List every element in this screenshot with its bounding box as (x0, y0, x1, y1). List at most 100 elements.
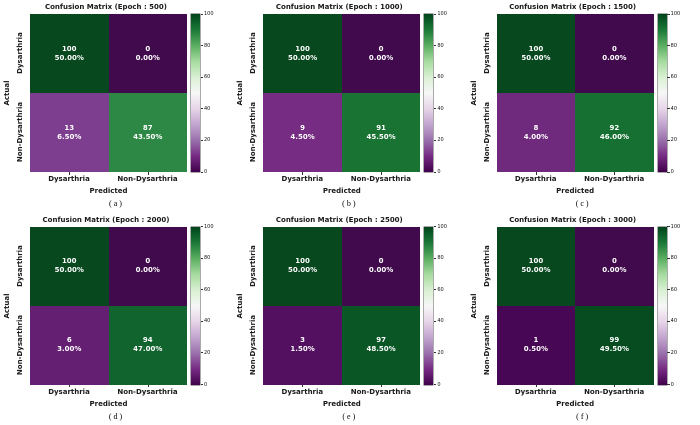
cell-percent: 50.00% (288, 53, 318, 62)
heatmap-cell-tn: 87 43.50% (108, 93, 187, 172)
confusion-matrix-heatmap: 100 50.00% 0 0.00% 3 1.50% 97 48.50% (263, 226, 421, 385)
cell-percent: 50.00% (521, 266, 551, 274)
colorbar-tick-label: 100 (200, 11, 214, 17)
colorbar (424, 14, 434, 172)
plot-title: Confusion Matrix (Epoch : 1000) (275, 3, 403, 11)
cell-percent: 3.00% (57, 345, 82, 353)
y-tick-label: Non-Dysarthria (482, 101, 491, 163)
plot-title: Confusion Matrix (Epoch : 500) (44, 3, 167, 11)
y-axis-label: Actual (469, 292, 478, 319)
cell-count: 100 (61, 44, 77, 53)
colorbar-tick-label: 80 (433, 255, 444, 262)
plot-title: Confusion Matrix (Epoch : 2000) (42, 215, 170, 224)
y-tick-label: Dysarthria (482, 32, 491, 74)
cell-percent: 43.50% (133, 132, 163, 141)
cell-percent: 0.00% (135, 53, 160, 62)
heatmap-cell-fp: 9 4.50% (263, 93, 342, 172)
cell-count: 100 (528, 257, 544, 265)
x-axis-label: Predicted (556, 187, 595, 195)
heatmap-cell-fn: 0 0.00% (341, 226, 421, 306)
cell-percent: 1.50% (290, 345, 315, 353)
y-axis-label: Actual (236, 80, 245, 106)
y-tick-label: Dysarthria (16, 244, 24, 287)
colorbar-tick-label: 80 (666, 42, 678, 49)
colorbar-tick-label: 100 (433, 223, 447, 230)
heatmap-cell-fp: 6 3.00% (30, 305, 109, 385)
cell-percent: 50.00% (54, 53, 84, 62)
cell-percent: 46.00% (599, 132, 629, 141)
heatmap-cell-fp: 3 1.50% (263, 305, 342, 385)
cell-percent: 48.50% (366, 345, 396, 353)
y-tick-label: Non-Dysarthria (249, 314, 258, 375)
x-tick-label: Dysarthria (497, 172, 575, 183)
cell-count: 8 (533, 123, 539, 132)
colorbar-tick-label: 0 (666, 169, 674, 175)
colorbar-tick-label: 60 (433, 286, 444, 293)
heatmap-cell-tn: 94 47.00% (108, 305, 187, 385)
cell-count: 94 (142, 336, 153, 344)
heatmap-cell-tp: 100 50.00% (496, 14, 576, 93)
colorbar-tick-label: 40 (666, 105, 678, 112)
x-tick-label: Non-Dysarthria (108, 384, 187, 396)
y-tick-label: Dysarthria (249, 244, 258, 287)
subplot-e: Confusion Matrix (Epoch : 2500) Actual D… (233, 213, 466, 425)
heatmap-cell-fp: 1 0.50% (496, 305, 576, 385)
cell-count: 0 (378, 44, 384, 53)
colorbar-tick-label: 100 (667, 11, 681, 17)
heatmap-cell-tp: 100 50.00% (496, 226, 576, 306)
cell-count: 0 (378, 257, 384, 265)
cell-count: 92 (609, 123, 620, 132)
heatmap-cell-tp: 100 50.00% (30, 14, 109, 93)
x-tick-label: Non-Dysarthria (575, 384, 654, 396)
heatmap-cell-tn: 97 48.50% (341, 305, 421, 385)
subplot-b: Confusion Matrix (Epoch : 1000) Actual D… (233, 0, 466, 213)
y-axis-label: Actual (469, 80, 478, 106)
cell-count: 100 (61, 257, 77, 265)
colorbar (191, 14, 200, 172)
x-tick-label: Non-Dysarthria (575, 172, 654, 183)
confusion-matrix-heatmap: 100 50.00% 0 0.00% 13 6.50% 87 43.50% (30, 14, 187, 172)
cell-count: 91 (376, 123, 386, 132)
plot-title: Confusion Matrix (Epoch : 3000) (509, 215, 637, 224)
cell-count: 100 (528, 44, 544, 53)
colorbar-tick-label: 40 (200, 318, 211, 325)
x-axis-label: Predicted (556, 399, 595, 408)
colorbar-tick-label: 60 (666, 74, 678, 81)
colorbar-tick-label: 60 (200, 74, 211, 81)
heatmap-cell-tn: 92 46.00% (575, 93, 654, 172)
colorbar-tick-label: 0 (666, 381, 674, 388)
cell-count: 87 (142, 123, 153, 132)
cell-count: 100 (295, 44, 310, 53)
subplot-letter: (d) (108, 411, 125, 421)
y-tick-label: Dysarthria (482, 244, 491, 287)
cell-percent: 0.00% (135, 266, 160, 274)
colorbar-tick-label: 80 (433, 42, 444, 49)
heatmap-cell-tp: 100 50.00% (263, 226, 342, 306)
x-tick-label: Non-Dysarthria (341, 172, 420, 183)
heatmap-cell-fp: 13 6.50% (30, 93, 109, 172)
cell-percent: 0.00% (602, 266, 627, 274)
y-axis-label: Actual (3, 292, 11, 319)
x-tick-label: Dysarthria (30, 172, 108, 183)
heatmap-cell-fp: 8 4.00% (496, 93, 576, 172)
colorbar-tick-label: 20 (666, 137, 678, 144)
confusion-matrix-heatmap: 100 50.00% 0 0.00% 9 4.50% 91 45.50% (263, 14, 421, 172)
cell-count: 0 (611, 257, 617, 265)
cell-percent: 47.00% (133, 345, 163, 353)
heatmap-cell-tn: 91 45.50% (341, 93, 421, 172)
plot-title: Confusion Matrix (Epoch : 1500) (509, 3, 637, 11)
y-tick-label: Dysarthria (16, 32, 24, 74)
cell-percent: 0.50% (523, 345, 549, 353)
colorbar-tick-label: 100 (667, 223, 681, 230)
heatmap-cell-tn: 99 49.50% (575, 305, 654, 385)
subplot-letter: (f) (576, 411, 591, 421)
cell-percent: 4.50% (290, 132, 315, 141)
confusion-matrix-heatmap: 100 50.00% 0 0.00% 8 4.00% 92 46.00% (496, 14, 654, 172)
x-tick-label: Dysarthria (497, 384, 575, 396)
cell-count: 13 (64, 123, 75, 132)
y-tick-label: Non-Dysarthria (482, 314, 491, 375)
cell-count: 0 (145, 257, 151, 265)
cell-percent: 45.50% (366, 132, 396, 141)
colorbar-tick-label: 80 (666, 255, 678, 262)
subplot-c: Confusion Matrix (Epoch : 1500) Actual D… (467, 0, 700, 213)
